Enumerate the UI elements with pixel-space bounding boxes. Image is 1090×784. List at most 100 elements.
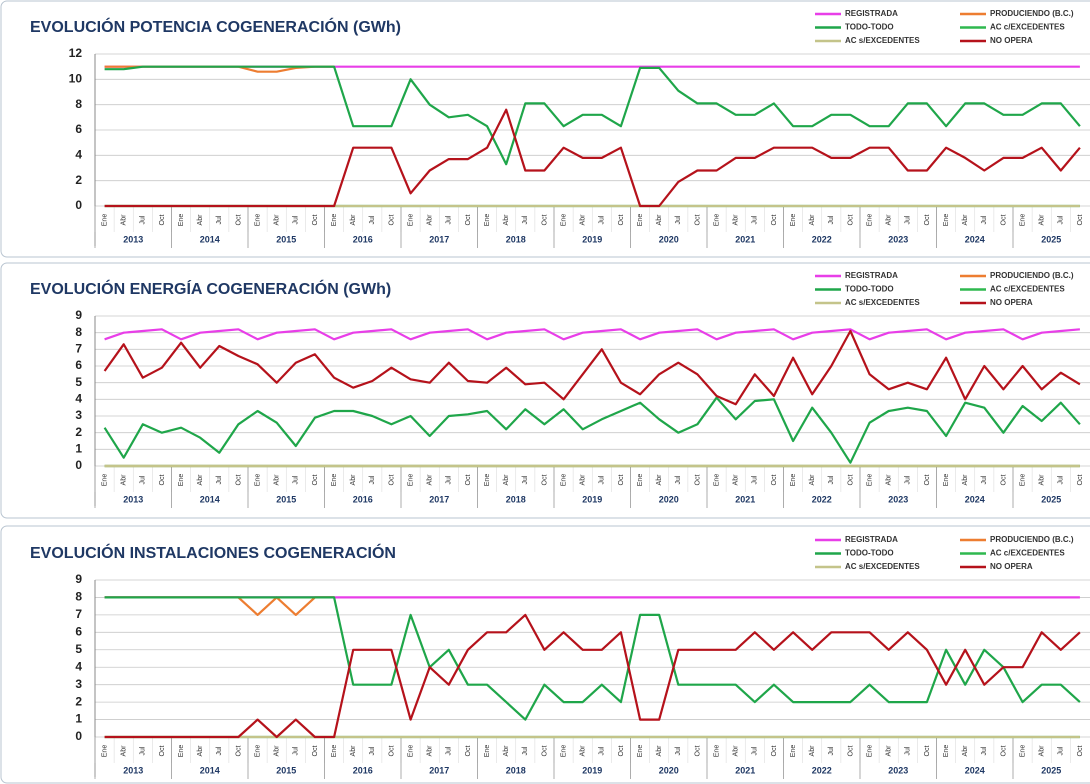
- y-tick-label: 7: [75, 607, 82, 621]
- series-line: [103, 396, 1081, 464]
- x-tick-label: Ene: [178, 214, 185, 227]
- x-tick-label: Abr: [886, 214, 893, 226]
- year-label: 2025: [1041, 765, 1061, 775]
- x-tick-label: Jul: [905, 215, 912, 224]
- year-label: 2020: [659, 765, 679, 775]
- x-tick-label: Abr: [580, 474, 587, 486]
- x-tick-label: Oct: [388, 475, 395, 486]
- x-tick-label: Ene: [790, 745, 797, 758]
- x-tick-label: Oct: [771, 746, 778, 757]
- chart-title: EVOLUCIÓN INSTALACIONES COGENERACIÓN: [30, 543, 396, 562]
- x-tick-label: Oct: [618, 475, 625, 486]
- legend-label: AC c/EXCEDENTES: [990, 285, 1065, 294]
- series-line: [104, 108, 1081, 208]
- x-tick-label: Abr: [1039, 214, 1046, 226]
- y-tick-label: 8: [75, 325, 82, 339]
- x-tick-label: Oct: [312, 746, 319, 757]
- x-tick-label: Oct: [771, 215, 778, 226]
- x-tick-label: Abr: [503, 745, 510, 757]
- y-tick-label: 0: [75, 458, 82, 472]
- year-label: 2014: [200, 234, 220, 244]
- x-tick-label: Ene: [713, 214, 720, 227]
- x-tick-label: Oct: [235, 215, 242, 226]
- y-tick-label: 2: [75, 173, 82, 187]
- x-tick-label: Jul: [1058, 215, 1065, 224]
- x-tick-label: Abr: [962, 474, 969, 486]
- x-tick-label: Abr: [656, 745, 663, 757]
- legend-label: REGISTRADA: [845, 535, 898, 544]
- year-label: 2019: [582, 234, 602, 244]
- x-tick-label: Ene: [178, 745, 185, 758]
- legend-label: PRODUCIENDO (B.C.): [990, 271, 1074, 280]
- x-tick-label: Jul: [369, 746, 376, 755]
- x-tick-label: Jul: [599, 746, 606, 755]
- year-label: 2024: [965, 494, 985, 504]
- x-tick-label: Ene: [407, 474, 414, 487]
- legend-label: AC s/EXCEDENTES: [845, 36, 920, 45]
- x-tick-label: Jul: [599, 215, 606, 224]
- year-label: 2018: [506, 234, 526, 244]
- x-tick-label: Jul: [905, 746, 912, 755]
- x-tick-label: Jul: [293, 475, 300, 484]
- year-label: 2016: [353, 765, 373, 775]
- x-tick-label: Oct: [312, 215, 319, 226]
- x-tick-label: Abr: [350, 474, 357, 486]
- x-tick-label: Ene: [790, 474, 797, 487]
- year-label: 2021: [735, 234, 755, 244]
- year-label: 2024: [965, 234, 985, 244]
- year-label: 2013: [123, 234, 143, 244]
- y-tick-label: 6: [75, 122, 82, 136]
- x-tick-label: Abr: [580, 214, 587, 226]
- x-tick-label: Abr: [656, 214, 663, 226]
- x-tick-label: Abr: [503, 214, 510, 226]
- x-tick-label: Ene: [943, 474, 950, 487]
- year-label: 2022: [812, 765, 832, 775]
- x-tick-label: Jul: [675, 215, 682, 224]
- x-tick-label: Abr: [274, 745, 281, 757]
- x-tick-label: Ene: [560, 214, 567, 227]
- x-tick-label: Jul: [752, 475, 759, 484]
- x-tick-label: Oct: [159, 746, 166, 757]
- x-tick-label: Abr: [121, 745, 128, 757]
- y-tick-label: 8: [75, 97, 82, 111]
- x-tick-label: Abr: [197, 745, 204, 757]
- x-tick-label: Abr: [197, 214, 204, 226]
- x-tick-label: Abr: [274, 214, 281, 226]
- x-tick-label: Jul: [752, 215, 759, 224]
- y-tick-label: 12: [69, 46, 83, 60]
- year-label: 2013: [123, 494, 143, 504]
- y-tick-label: 1: [75, 442, 82, 456]
- x-tick-label: Oct: [924, 215, 931, 226]
- x-tick-label: Abr: [503, 474, 510, 486]
- year-label: 2014: [200, 765, 220, 775]
- x-tick-label: Abr: [350, 214, 357, 226]
- x-tick-label: Jul: [369, 215, 376, 224]
- x-tick-label: Jul: [216, 215, 223, 224]
- x-tick-label: Ene: [790, 214, 797, 227]
- x-tick-label: Jul: [981, 746, 988, 755]
- x-tick-label: Ene: [866, 474, 873, 487]
- x-tick-label: Abr: [809, 214, 816, 226]
- x-tick-label: Jul: [369, 475, 376, 484]
- x-tick-label: Abr: [427, 474, 434, 486]
- x-tick-label: Ene: [1019, 745, 1026, 758]
- year-label: 2018: [506, 765, 526, 775]
- series-line: [104, 65, 1081, 166]
- x-tick-label: Oct: [541, 746, 548, 757]
- x-tick-label: Ene: [484, 214, 491, 227]
- year-label: 2017: [429, 494, 449, 504]
- x-tick-label: Ene: [331, 474, 338, 487]
- y-tick-label: 9: [75, 308, 82, 322]
- x-tick-label: Abr: [427, 214, 434, 226]
- x-tick-label: Ene: [484, 745, 491, 758]
- x-tick-label: Abr: [809, 474, 816, 486]
- x-tick-label: Ene: [407, 214, 414, 227]
- x-tick-label: Ene: [866, 214, 873, 227]
- y-tick-label: 0: [75, 198, 82, 212]
- panel: [0, 262, 1090, 519]
- x-tick-label: Abr: [1039, 474, 1046, 486]
- y-tick-label: 1: [75, 712, 82, 726]
- year-label: 2023: [888, 765, 908, 775]
- x-tick-label: Oct: [771, 475, 778, 486]
- x-tick-label: Jul: [140, 475, 147, 484]
